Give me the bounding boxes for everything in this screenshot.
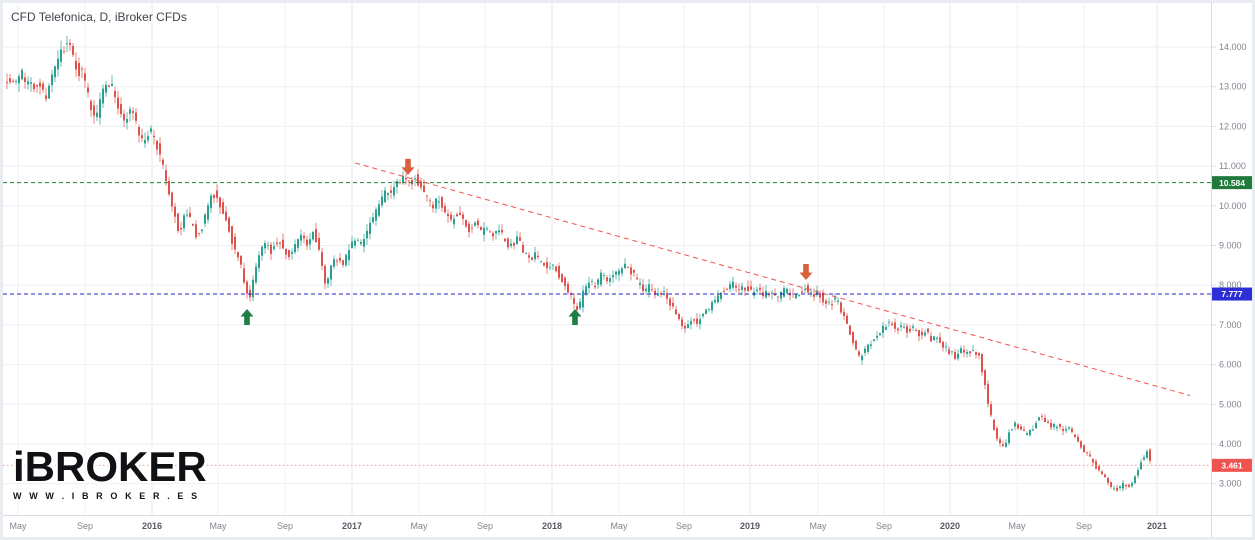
price-tick-label: 6.000 <box>1219 360 1242 370</box>
price-tick-label: 8.000 <box>1219 280 1242 290</box>
ibroker-logo-text: iBROKER <box>13 443 207 490</box>
time-year-label: 2020 <box>940 521 960 531</box>
price-tick-label: 3.000 <box>1219 479 1242 489</box>
ibroker-logo: iBROKER W W W . I B R O K E R . E S <box>13 443 207 502</box>
sell-arrow-icon <box>401 158 415 175</box>
svg-text:10.584: 10.584 <box>1219 178 1245 188</box>
svg-text:7.777: 7.777 <box>1221 289 1243 299</box>
time-year-label: 2018 <box>542 521 562 531</box>
price-tick-label: 13.000 <box>1219 82 1247 92</box>
time-year-label: 2016 <box>142 521 162 531</box>
axis-corner <box>1211 515 1252 537</box>
price-axis[interactable]: 14.000 13.000 12.000 11.000 10.000 9.000 8.000… <box>1211 3 1252 515</box>
price-tick-label: 7.000 <box>1219 320 1242 330</box>
buy-arrow-icon <box>240 309 254 326</box>
time-month-label: May <box>9 521 27 531</box>
time-month-label: Sep <box>77 521 93 531</box>
price-tick-label: 4.000 <box>1219 439 1242 449</box>
time-month-label: May <box>410 521 428 531</box>
sell-arrow-icon <box>799 264 813 281</box>
candle-series <box>6 36 1151 493</box>
gridlines <box>3 3 1211 515</box>
price-tick-label: 5.000 <box>1219 399 1242 409</box>
time-month-label: Sep <box>676 521 692 531</box>
chart-title: CFD Telefonica, D, iBroker CFDs <box>11 10 187 24</box>
time-month-label: May <box>1008 521 1026 531</box>
time-year-label: 2021 <box>1147 521 1167 531</box>
time-year-label: 2017 <box>342 521 362 531</box>
time-year-label: 2019 <box>740 521 760 531</box>
price-tick-label: 11.000 <box>1219 161 1246 171</box>
time-axis[interactable]: May Sep 2016 May Sep 2017 May Sep 2018 May Sep 2019… <box>3 515 1211 537</box>
time-month-label: Sep <box>277 521 293 531</box>
time-month-label: Sep <box>1076 521 1092 531</box>
ibroker-logo-url: W W W . I B R O K E R . E S <box>13 491 200 501</box>
price-level-badge[interactable]: 7.777 <box>1212 287 1252 301</box>
time-month-label: Sep <box>477 521 493 531</box>
time-month-label: Sep <box>876 521 892 531</box>
candlestick-chart[interactable]: CFD Telefonica, D, iBroker CFDs iBROKER … <box>3 3 1211 515</box>
svg-text:3.461: 3.461 <box>1221 461 1243 471</box>
price-tick-label: 9.000 <box>1219 241 1242 251</box>
price-tick-label: 10.000 <box>1219 201 1247 211</box>
time-month-label: May <box>809 521 827 531</box>
trendline[interactable] <box>354 162 1191 397</box>
price-level-badge[interactable]: 10.584 <box>1212 176 1252 190</box>
time-month-label: May <box>610 521 628 531</box>
price-level-badge[interactable]: 3.461 <box>1212 458 1252 472</box>
price-tick-label: 14.000 <box>1219 42 1247 52</box>
buy-arrow-icon <box>568 309 582 326</box>
time-month-label: May <box>209 521 227 531</box>
price-tick-label: 12.000 <box>1219 121 1247 131</box>
